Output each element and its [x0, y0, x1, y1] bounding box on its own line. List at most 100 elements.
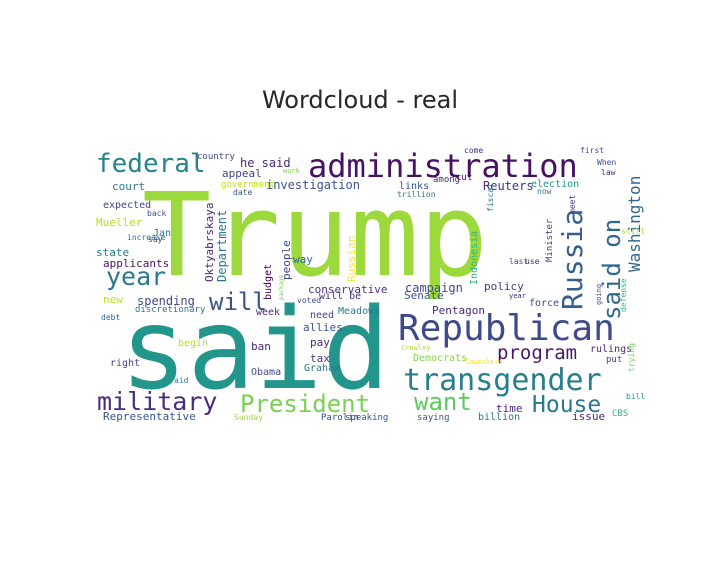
word-begin: begin	[178, 338, 208, 349]
word-want: want	[414, 388, 472, 416]
word-debt: debt	[101, 313, 120, 322]
word-applicants: applicants	[103, 257, 169, 270]
word-said: said	[120, 285, 390, 415]
word-military: military	[97, 387, 217, 416]
word-crowley: Crowley	[401, 344, 431, 352]
word-will: will	[209, 288, 267, 316]
word-right: right	[110, 358, 140, 369]
word-discretionary: discretionary	[135, 305, 206, 315]
word-country: country	[197, 152, 236, 162]
word-ban: ban	[251, 340, 271, 353]
word-senate: Senate	[404, 289, 444, 302]
word-democrats: Democrats	[413, 353, 467, 364]
word-mueller: Mueller	[96, 216, 143, 229]
word-republican: Republican	[398, 308, 615, 349]
word-tax: tax	[310, 352, 330, 365]
word-program: program	[497, 342, 577, 364]
word-links: links	[399, 181, 429, 192]
word-first: first	[580, 146, 604, 155]
word-trying: trying	[627, 343, 636, 372]
word-graham: Graham	[304, 363, 340, 374]
word-minister: Minister	[545, 218, 555, 262]
word-year: year	[509, 292, 526, 300]
word-reuters: Reuters	[483, 179, 534, 193]
word-will-be: will be	[319, 291, 361, 302]
word-administration: administration	[308, 147, 578, 185]
word-cut: cut	[456, 173, 472, 183]
word-bill: bill	[626, 392, 645, 401]
word-department: Department	[215, 210, 229, 282]
word-put: put	[606, 355, 622, 365]
word-cbs: CBS	[612, 409, 628, 419]
word-way: way	[293, 253, 313, 266]
word-government: government	[221, 180, 275, 190]
word-date: date	[233, 188, 252, 197]
word-trillion: trillion	[397, 190, 436, 199]
word-force: force	[529, 298, 559, 309]
word-obama: Obama	[251, 367, 281, 378]
word-new: new	[103, 293, 123, 306]
word-trump: Trump	[142, 169, 488, 303]
word-speaking: speaking	[345, 413, 388, 423]
word-russia: Russia	[556, 209, 589, 310]
word-among: among	[433, 175, 460, 185]
word-house: House	[532, 392, 601, 418]
word-transgender: transgender	[403, 363, 602, 398]
word-parolin: Parolin	[321, 413, 359, 423]
word-policy: policy	[484, 280, 524, 293]
word-package: package	[278, 274, 285, 300]
word-campaign: campaign	[405, 281, 463, 295]
word-aid: aid	[174, 376, 189, 385]
word-spending: spending	[137, 294, 195, 308]
word-fiscal: fiscal	[486, 183, 495, 212]
word-jan: Jan	[153, 228, 171, 239]
word-pentagon: Pentagon	[432, 304, 485, 317]
word-billion: billion	[478, 412, 520, 423]
word-meet: meet	[568, 195, 577, 214]
word-sunday: Sunday	[234, 413, 263, 422]
word-still: still	[621, 227, 645, 236]
word-saying: saying	[417, 413, 450, 423]
word-increase: increase	[127, 233, 166, 242]
word-election: election	[531, 179, 579, 190]
chart-title: Wordcloud - real	[261, 86, 459, 114]
word-back: back	[147, 209, 166, 218]
word-people: people	[280, 240, 293, 280]
word-washington: Washington	[625, 176, 644, 272]
word-president: President	[240, 390, 370, 418]
word-now: now	[537, 187, 552, 196]
word-conservative: conservative	[308, 283, 387, 296]
word-when: When	[597, 158, 616, 167]
word-need: need	[310, 310, 334, 321]
word-going: going	[595, 284, 603, 305]
word-he-said: he said	[240, 156, 291, 170]
word-russian: Russian	[345, 236, 358, 282]
word-allies: allies	[303, 321, 343, 334]
word-lawmakers: lawmakers	[465, 358, 503, 366]
word-meadows: Meadows	[338, 306, 380, 317]
word-last: last	[509, 257, 528, 266]
word-come: come	[464, 146, 483, 155]
word-court: court	[112, 180, 145, 193]
word-oktyabrskaya: Oktyabrskaya	[203, 203, 216, 282]
word-expected: expected	[103, 200, 151, 211]
word-state: state	[96, 246, 129, 259]
word-law: law	[601, 168, 616, 177]
word-defense: defense	[619, 278, 628, 312]
word-say: say	[148, 235, 163, 244]
word-week: week	[256, 307, 280, 318]
word-year: year	[106, 262, 166, 291]
word-use: use	[525, 257, 540, 266]
word-pay: pay	[310, 336, 330, 349]
word-rulings: rulings	[590, 344, 632, 355]
word-appeal: appeal	[222, 167, 262, 180]
word-budget: budget	[263, 264, 274, 300]
word-work: work	[283, 167, 301, 175]
word-representative: Representative	[103, 410, 196, 423]
word-voted: voted	[297, 296, 321, 305]
word-said-on: said on	[598, 219, 626, 320]
word-indonesia: Indonesia	[469, 231, 480, 285]
word-issue: issue	[572, 410, 605, 423]
word-federal: federal	[96, 149, 206, 179]
